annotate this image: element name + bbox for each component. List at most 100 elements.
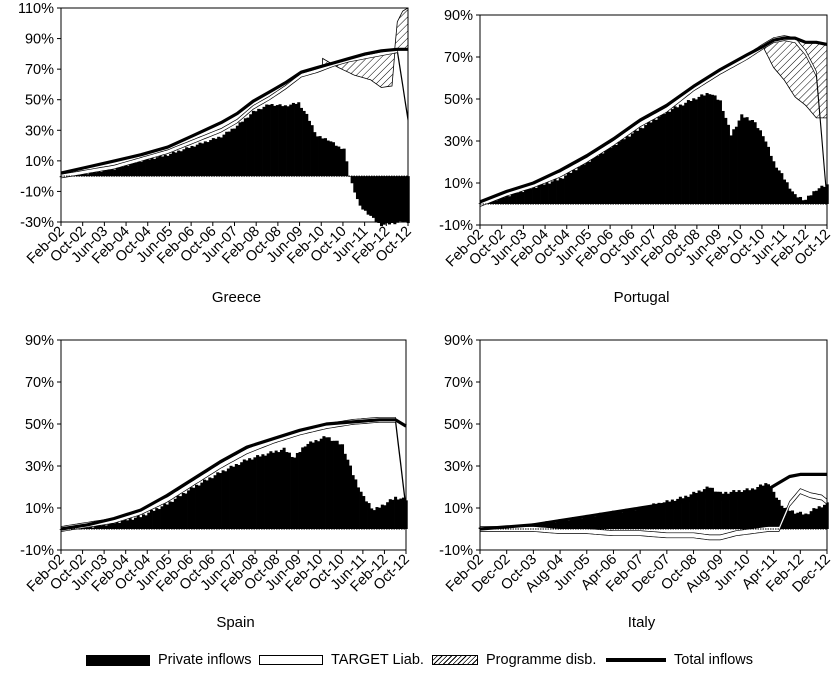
private-bar: [742, 117, 746, 204]
private-bar: [521, 192, 525, 204]
private-bar: [232, 466, 236, 529]
private-bar: [269, 451, 273, 529]
private-bar: [806, 195, 811, 204]
private-bar: [596, 514, 600, 529]
private-bar: [144, 515, 148, 529]
private-bar: [593, 516, 597, 529]
private-bar: [179, 496, 183, 529]
private-bar: [644, 506, 648, 529]
y-tick-label: 50%: [25, 93, 54, 109]
private-bar: [620, 512, 624, 529]
private-bar: [604, 512, 608, 529]
private-bar: [306, 443, 310, 529]
private-bar: [716, 491, 720, 529]
private-bar: [345, 161, 349, 177]
private-bar: [256, 455, 260, 529]
private-bar: [279, 449, 283, 529]
private-bar: [241, 121, 245, 177]
private-bar: [391, 499, 395, 529]
y-tick-label: 10%: [25, 154, 54, 170]
private-bar: [155, 508, 159, 529]
private-bar: [346, 459, 350, 529]
private-bar: [590, 158, 594, 204]
y-tick-label: 110%: [18, 1, 54, 17]
legend-item-programme: Programme disb.: [432, 649, 596, 671]
private-bar: [588, 516, 592, 529]
private-bar: [761, 485, 765, 529]
private-bar: [796, 512, 800, 529]
private-bar: [238, 122, 242, 177]
private-bar: [585, 514, 589, 529]
y-tick-label: 50%: [444, 92, 473, 108]
y-tick-label: -10%: [20, 543, 54, 559]
private-bar: [566, 520, 570, 529]
y-tick-label: 50%: [25, 417, 54, 433]
legend-label-target: TARGET Liab.: [331, 652, 424, 668]
private-bar: [593, 155, 597, 204]
private-bar: [343, 453, 347, 529]
private-bar: [780, 173, 784, 204]
private-bar: [221, 470, 225, 529]
private-bar: [219, 137, 223, 177]
private-bar: [158, 155, 162, 177]
private-bar: [94, 525, 98, 529]
private-bar: [513, 191, 517, 204]
private-bar: [756, 487, 760, 529]
private-bar: [537, 523, 541, 529]
private-bar: [737, 490, 741, 529]
private-bar: [665, 110, 669, 204]
private-bar: [168, 501, 172, 529]
private-bar: [307, 120, 311, 177]
private-bar: [558, 519, 562, 529]
private-bar: [785, 182, 789, 204]
private-bar: [572, 169, 576, 204]
y-tick-label: 90%: [25, 333, 54, 349]
private-bar: [508, 196, 512, 204]
private-inflows-bars: [478, 483, 829, 531]
private-bar: [145, 158, 149, 177]
private-bar: [366, 176, 370, 215]
private-bar: [190, 145, 194, 177]
private-bar: [169, 153, 173, 177]
private-bar: [641, 508, 645, 529]
private-bar: [285, 452, 289, 529]
private-bar: [764, 141, 768, 204]
private-bar: [630, 133, 634, 204]
private-bar: [740, 491, 744, 529]
private-bar: [203, 141, 207, 177]
private-bar: [271, 452, 276, 529]
y-tick-label: 10%: [444, 501, 473, 517]
panel-portugal: 90%70%50%30%10%-10%Feb-02Oct-02Jun-03Feb…: [439, 8, 834, 306]
legend-swatch-target: [259, 655, 323, 665]
private-bar: [708, 94, 712, 204]
private-bar: [628, 136, 632, 204]
private-bar: [237, 464, 241, 529]
private-bar: [270, 104, 274, 177]
private-bar: [804, 199, 808, 204]
y-tick-label: 50%: [444, 417, 473, 433]
private-bar: [257, 108, 261, 177]
panel-title: Portugal: [614, 289, 670, 306]
private-bar: [385, 176, 389, 224]
private-bar: [254, 111, 258, 177]
private-bar: [277, 452, 281, 529]
private-bar: [625, 508, 629, 529]
private-bar: [753, 489, 757, 529]
private-bar: [105, 168, 109, 177]
private-bar: [689, 100, 693, 204]
private-bar: [348, 465, 352, 529]
private-bar: [359, 491, 363, 529]
legend-swatch-private: [86, 654, 150, 666]
private-bar: [644, 125, 648, 204]
y-tick-label: -10%: [439, 543, 473, 559]
private-bar: [81, 174, 85, 177]
private-bar: [110, 521, 114, 529]
private-bar: [261, 454, 265, 529]
private-bar: [745, 117, 749, 204]
private-bar: [309, 441, 313, 529]
private-bar: [206, 142, 210, 177]
private-bar: [113, 169, 117, 177]
private-bar: [398, 176, 402, 222]
private-bar: [561, 520, 565, 529]
private-bar: [697, 490, 701, 529]
